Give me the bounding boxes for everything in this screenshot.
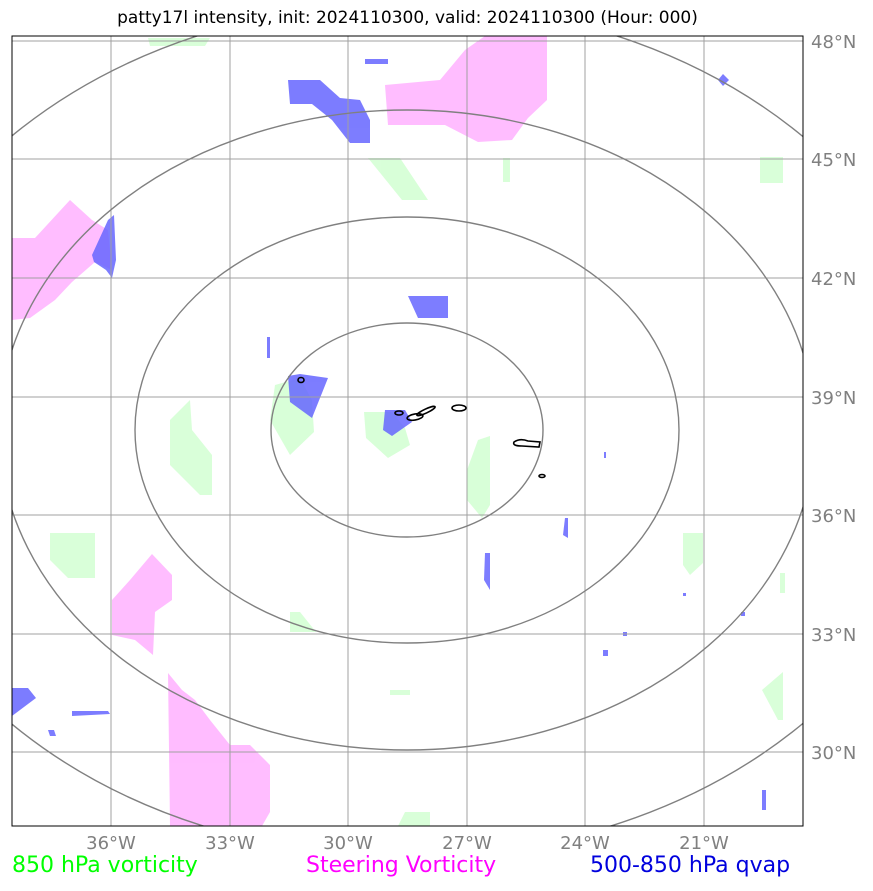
- range-rings: [12, 36, 803, 826]
- vorticity-850-areas: [50, 38, 785, 826]
- lon-label-24w: 24°W: [560, 833, 610, 854]
- longitude-labels: 36°W 33°W 30°W 27°W 24°W 21°W: [86, 833, 729, 854]
- legend-steering-vorticity: Steering Vorticity: [306, 853, 497, 878]
- lat-label-45n: 45°N: [811, 150, 856, 171]
- lon-label-27w: 27°W: [442, 833, 492, 854]
- intensity-contours: [297, 376, 546, 479]
- legend-850-vorticity: 850 hPa vorticity: [12, 853, 198, 878]
- lon-label-36w: 36°W: [86, 833, 136, 854]
- lon-label-21w: 21°W: [679, 833, 729, 854]
- legend-qvap: 500-850 hPa qvap: [590, 853, 791, 878]
- gridlines: [12, 36, 803, 826]
- plot-frame: [11, 35, 804, 827]
- lat-label-30n: 30°N: [811, 743, 856, 764]
- latitude-labels: 48°N 45°N 42°N 39°N 36°N 33°N 30°N: [811, 32, 856, 764]
- lat-label-48n: 48°N: [811, 32, 856, 53]
- lat-label-33n: 33°N: [811, 625, 856, 646]
- lon-label-30w: 30°W: [323, 833, 373, 854]
- qvap-areas: [12, 59, 766, 810]
- lon-label-33w: 33°W: [205, 833, 255, 854]
- lat-label-36n: 36°N: [811, 506, 856, 527]
- lat-label-42n: 42°N: [811, 269, 856, 290]
- map-title: patty17l intensity, init: 2024110300, va…: [117, 8, 698, 28]
- lat-label-39n: 39°N: [811, 388, 856, 409]
